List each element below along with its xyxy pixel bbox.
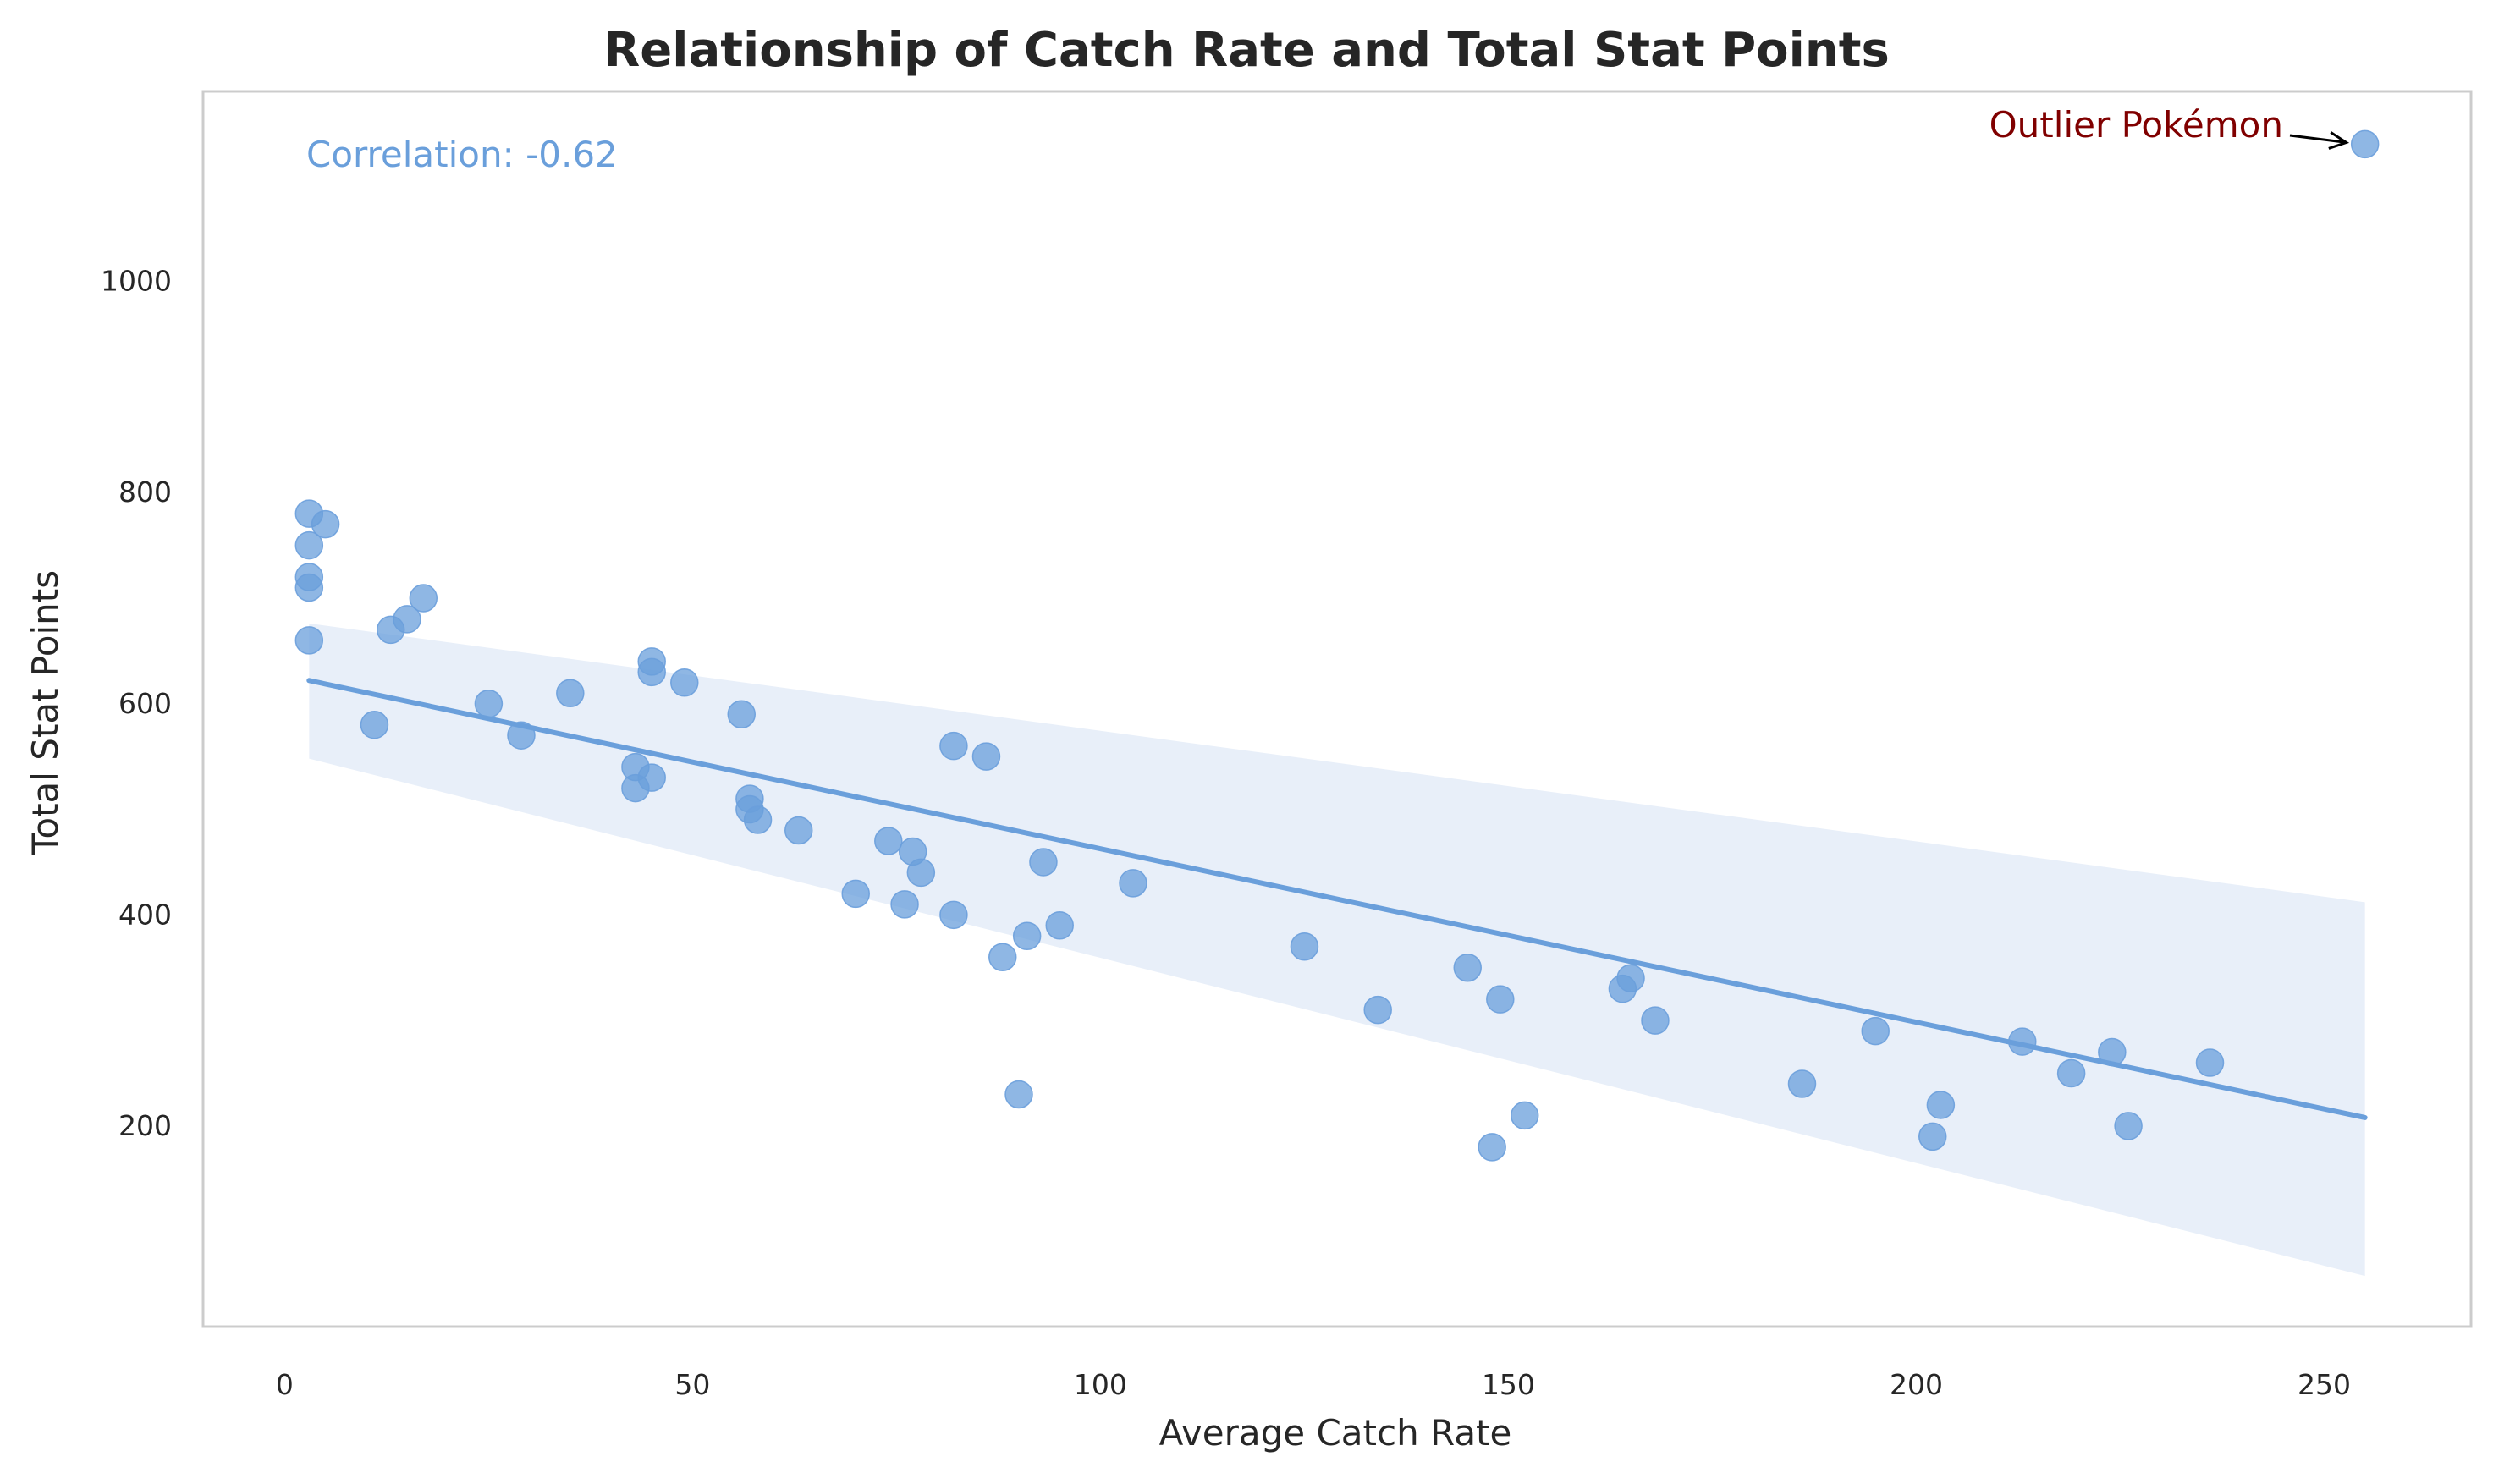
- data-point: [1641, 1006, 1670, 1035]
- y-tick-label: 800: [118, 475, 172, 508]
- data-point: [1029, 848, 1058, 877]
- data-point: [906, 858, 936, 888]
- data-point: [1004, 1080, 1033, 1109]
- outlier-annotation: Outlier Pokémon: [1989, 104, 2283, 146]
- x-tick-label: 50: [674, 1368, 710, 1401]
- data-point: [2114, 1112, 2143, 1140]
- data-point: [939, 900, 968, 930]
- data-point: [874, 827, 903, 855]
- data-point: [360, 710, 389, 739]
- data-point: [727, 700, 757, 728]
- y-axis-label: Total Stat Points: [25, 570, 66, 855]
- data-point: [1290, 932, 1319, 961]
- y-tick-label: 200: [118, 1109, 172, 1142]
- data-point: [376, 615, 405, 645]
- data-point: [311, 509, 340, 539]
- data-point: [971, 742, 1001, 771]
- plot-frame: [201, 90, 2473, 1328]
- data-point: [1486, 985, 1515, 1014]
- data-point: [1510, 1101, 1539, 1130]
- confidence-band: [309, 623, 2365, 1277]
- data-point: [2056, 1058, 2086, 1088]
- data-point: [1453, 953, 1482, 982]
- data-point: [294, 626, 324, 655]
- data-point: [784, 816, 813, 845]
- data-point: [1119, 869, 1147, 898]
- data-point: [621, 773, 650, 803]
- x-tick-label: 0: [276, 1368, 294, 1401]
- data-point: [743, 805, 773, 834]
- x-axis-label: Average Catch Rate: [1159, 1412, 1512, 1454]
- data-point: [1861, 1016, 1890, 1046]
- data-point: [1363, 995, 1392, 1025]
- x-tick-label: 150: [1482, 1368, 1535, 1401]
- y-tick-label: 400: [118, 898, 172, 931]
- data-point: [2195, 1048, 2225, 1077]
- x-tick-label: 250: [2298, 1368, 2351, 1401]
- x-tick-label: 200: [1890, 1368, 1943, 1401]
- data-point: [1787, 1069, 1817, 1098]
- data-point: [409, 584, 438, 613]
- y-tick-label: 600: [118, 687, 172, 720]
- outlier-arrow-shaft: [2289, 134, 2347, 144]
- plot-area: 0 50 100 150 200 250 200 400 600 800 1000: [101, 90, 2473, 1401]
- data-point: [2350, 129, 2380, 159]
- data-point: [841, 879, 870, 909]
- data-point: [294, 530, 324, 560]
- data-point: [670, 668, 699, 697]
- data-point: [637, 657, 666, 687]
- data-point: [294, 573, 324, 602]
- outlier-arrow-head: [2328, 131, 2350, 150]
- data-point: [988, 943, 1017, 971]
- x-tick-label: 100: [1074, 1368, 1127, 1401]
- y-tick-label: 1000: [101, 265, 172, 298]
- data-point: [939, 731, 968, 761]
- data-point: [1918, 1122, 1947, 1151]
- data-point: [1045, 911, 1074, 940]
- data-point: [1616, 964, 1645, 992]
- chart-title: Relationship of Catch Rate and Total Sta…: [603, 23, 1890, 78]
- correlation-annotation: Correlation: -0.62: [306, 134, 618, 175]
- data-point: [556, 679, 585, 708]
- data-point: [474, 690, 504, 718]
- data-point: [1012, 921, 1042, 951]
- data-point: [1478, 1133, 1506, 1162]
- data-point: [890, 890, 919, 919]
- data-point: [1926, 1091, 1956, 1119]
- regression-line: [306, 678, 2368, 1120]
